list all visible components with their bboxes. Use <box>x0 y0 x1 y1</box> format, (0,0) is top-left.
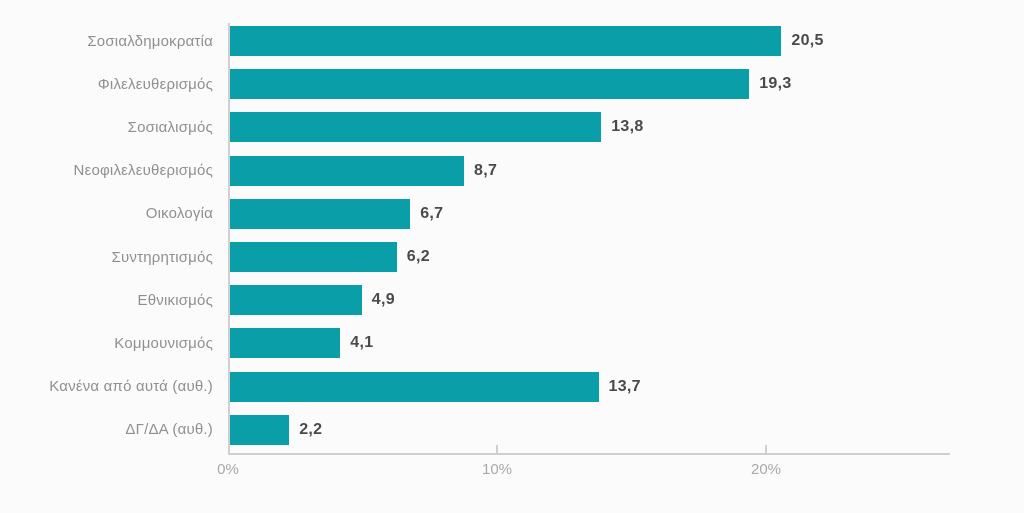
bar-track: 6,2 <box>213 242 1024 273</box>
chart-row: Νεοφιλελευθερισμός 8,7 <box>0 149 1024 192</box>
category-label: Εθνικισμός <box>137 291 213 309</box>
bar <box>230 371 599 402</box>
x-tick-mark <box>496 445 498 454</box>
chart-row: Σοσιαλδημοκρατία 20,5 <box>0 20 1024 63</box>
bar <box>230 285 362 316</box>
value-label: 4,9 <box>371 291 395 309</box>
bar-track: 2,2 <box>213 414 1024 445</box>
value-label: 2,2 <box>299 420 323 438</box>
bar <box>230 328 341 359</box>
bar <box>230 155 464 186</box>
bar <box>230 69 750 100</box>
x-axis-line <box>228 453 950 455</box>
category-label: Σοσιαλδημοκρατία <box>87 32 213 50</box>
bar <box>230 414 290 445</box>
category-label: Φιλελευθερισμός <box>97 75 213 93</box>
x-tick-label: 0% <box>217 461 239 478</box>
chart-rows: Σοσιαλδημοκρατία 20,5 Φιλελευθερισμός 19,3 Σ… <box>0 20 1024 452</box>
bar <box>230 198 411 229</box>
value-label: 6,7 <box>420 204 444 222</box>
chart-row: Εθνικισμός 4,9 <box>0 279 1024 322</box>
value-label: 13,8 <box>611 118 644 136</box>
value-label: 20,5 <box>791 32 824 50</box>
x-tick-mark <box>765 445 767 454</box>
category-label: Νεοφιλελευθερισμός <box>73 162 213 180</box>
value-label: 19,3 <box>759 75 792 93</box>
chart-row: ΔΓ/ΔΑ (αυθ.) 2,2 <box>0 408 1024 451</box>
bar-track: 19,3 <box>213 69 1024 100</box>
value-label: 4,1 <box>350 334 374 352</box>
bar-track: 4,9 <box>213 285 1024 316</box>
bar <box>230 112 602 143</box>
chart-row: Κανένα από αυτά (αυθ.) 13,7 <box>0 365 1024 408</box>
chart-row: Οικολογία 6,7 <box>0 192 1024 235</box>
bar-track: 6,7 <box>213 198 1024 229</box>
bar-track: 13,7 <box>213 371 1024 402</box>
bar-track: 20,5 <box>213 26 1024 57</box>
category-label: Συντηρητισμός <box>111 248 213 266</box>
value-label: 6,2 <box>406 248 430 266</box>
value-label: 8,7 <box>474 161 498 179</box>
category-label: ΔΓ/ΔΑ (αυθ.) <box>125 421 213 439</box>
chart-row: Συντηρητισμός 6,2 <box>0 235 1024 278</box>
y-axis-line <box>228 23 230 455</box>
chart-row: Σοσιαλισμός 13,8 <box>0 106 1024 149</box>
category-label: Κομμουνισμός <box>114 334 213 352</box>
bar <box>230 26 782 57</box>
bar-track: 8,7 <box>213 155 1024 186</box>
bar-track: 13,8 <box>213 112 1024 143</box>
chart-row: Φιλελευθερισμός 19,3 <box>0 63 1024 106</box>
x-tick-label: 20% <box>750 461 782 478</box>
chart-row: Κομμουνισμός 4,1 <box>0 322 1024 365</box>
category-label: Οικολογία <box>145 205 213 223</box>
category-label: Κανένα από αυτά (αυθ.) <box>49 378 213 396</box>
x-tick-label: 10% <box>481 461 513 478</box>
bar <box>230 242 397 273</box>
bar-track: 4,1 <box>213 328 1024 359</box>
value-label: 13,7 <box>608 377 641 395</box>
category-label: Σοσιαλισμός <box>127 118 213 136</box>
